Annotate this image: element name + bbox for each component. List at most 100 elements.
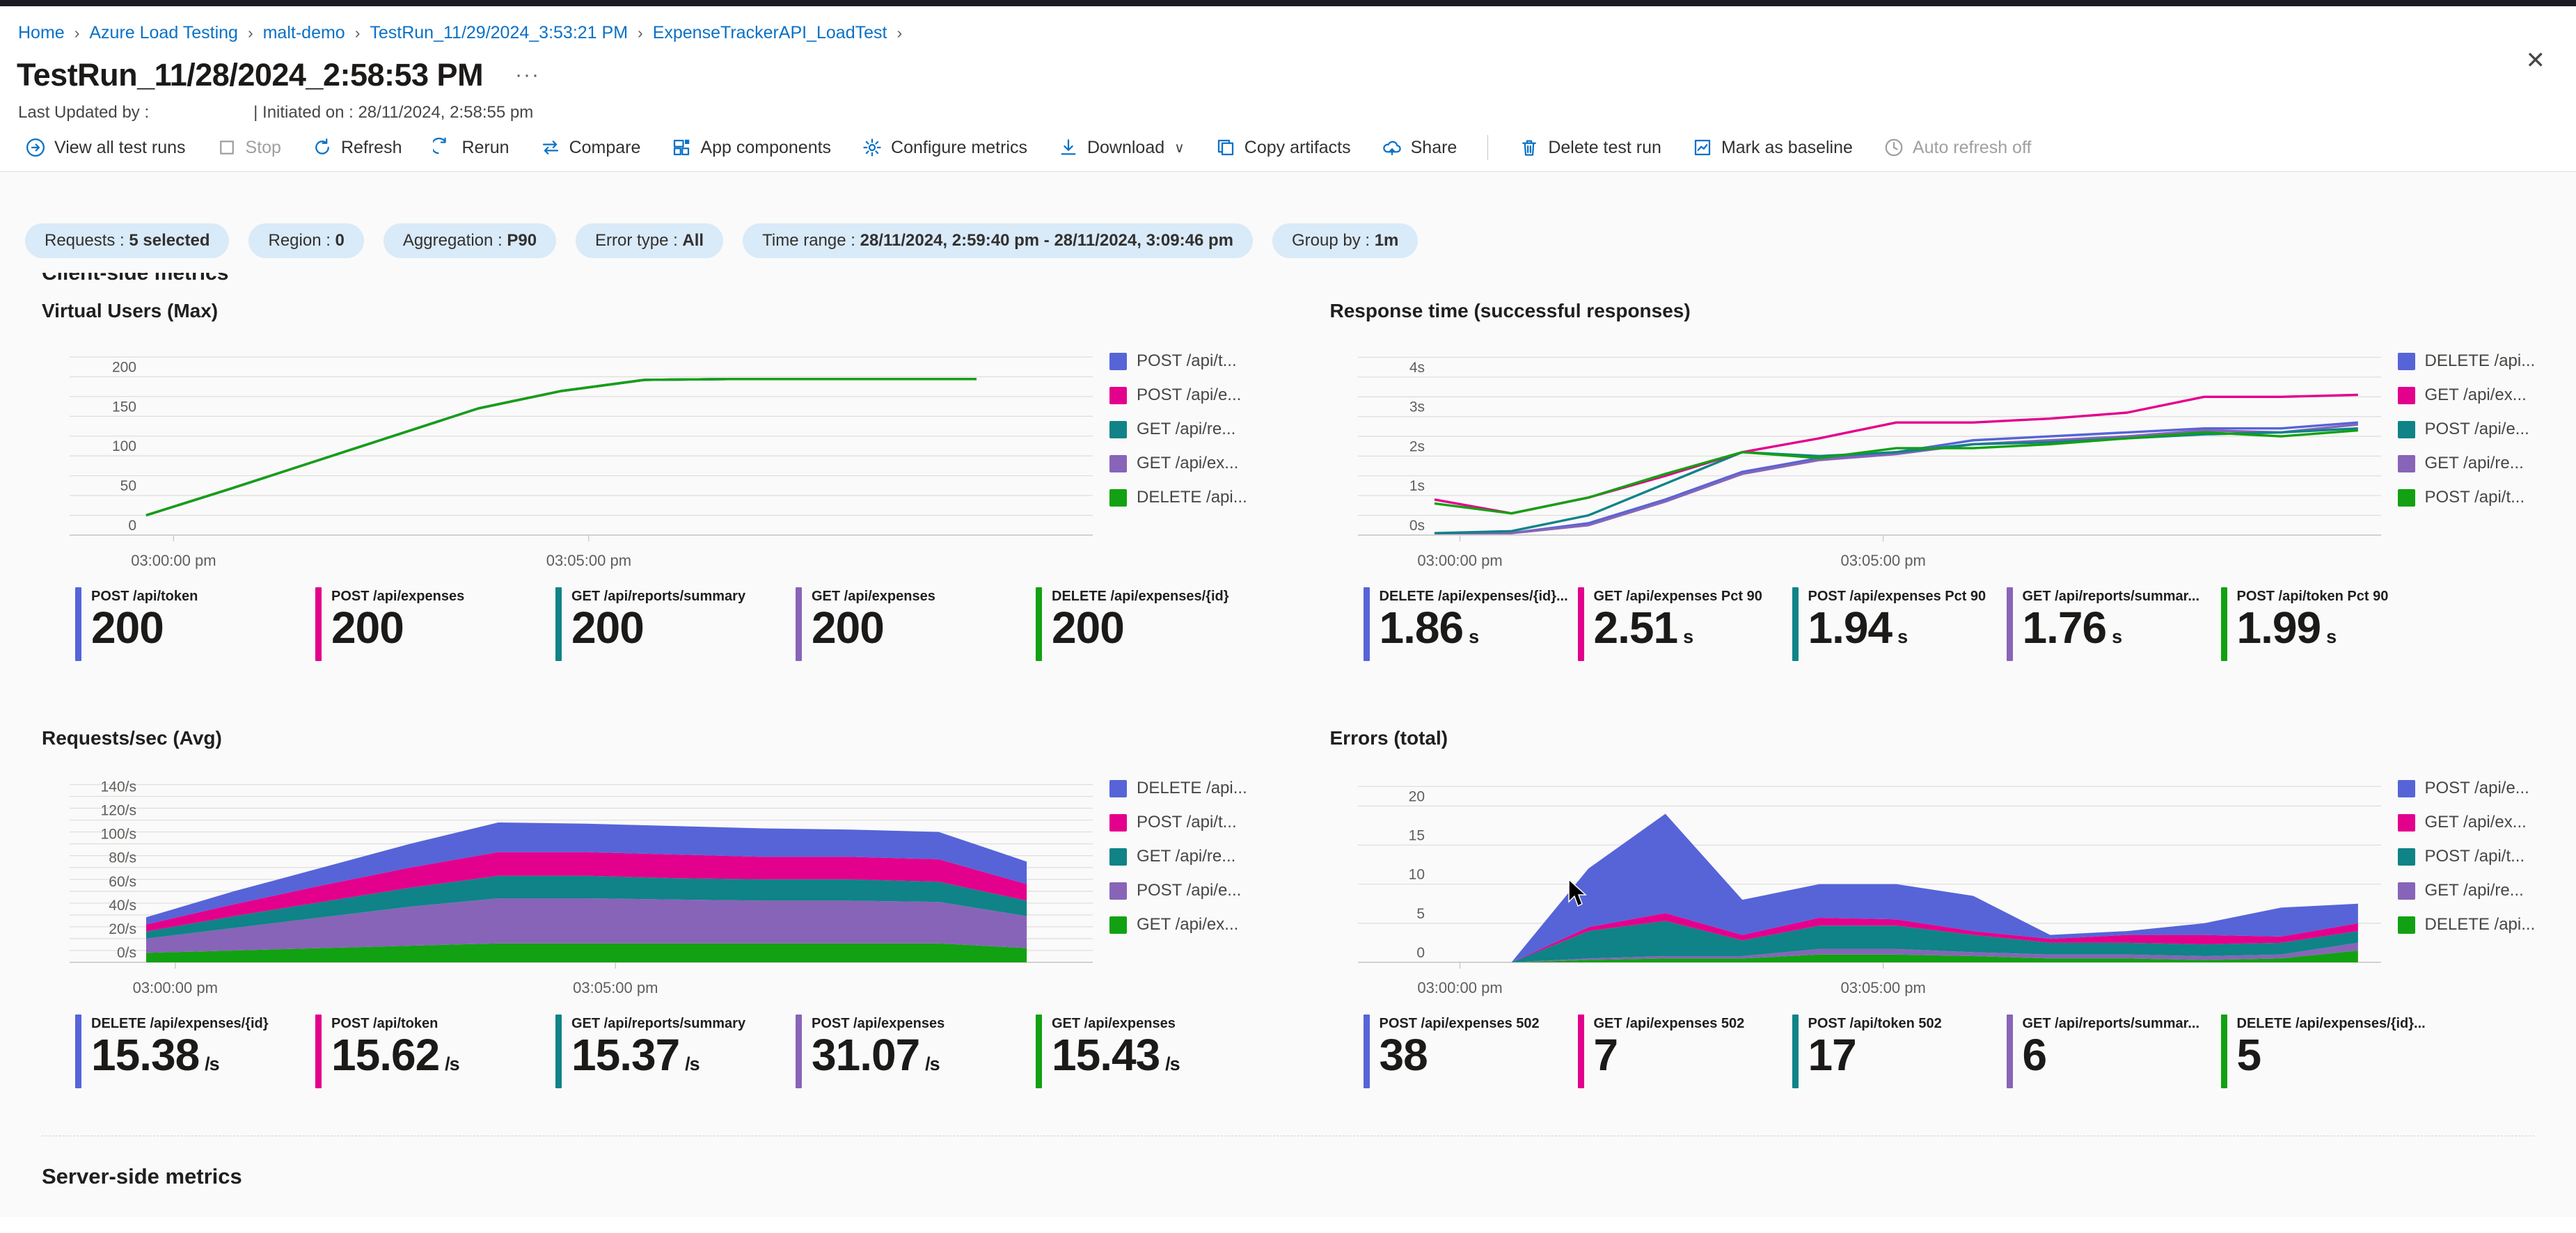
legend-item[interactable]: GET /api/ex... xyxy=(1109,915,1247,934)
stat-value: 200 xyxy=(91,603,164,653)
legend-item[interactable]: POST /api/t... xyxy=(2397,488,2536,507)
filter-pill-value: 5 selected xyxy=(129,231,210,250)
legend-label: GET /api/re... xyxy=(2424,454,2524,472)
copy-icon xyxy=(1215,137,1236,158)
legend-swatch-icon xyxy=(1109,454,1127,472)
stat-card: GET /api/reports/summary 200 xyxy=(555,587,796,661)
stat-color-bar xyxy=(315,1015,322,1088)
legend-item[interactable]: POST /api/e... xyxy=(1109,881,1247,900)
more-options-icon[interactable]: ··· xyxy=(515,63,541,86)
toolbar-button-delete-test-run[interactable]: Delete test run xyxy=(1519,137,1661,158)
stat-unit: /s xyxy=(925,1053,940,1074)
legend-item[interactable]: POST /api/t... xyxy=(1109,813,1247,832)
refresh-icon xyxy=(312,137,333,158)
stat-card: POST /api/expenses 502 38 xyxy=(1363,1015,1578,1088)
toolbar-button-label: View all test runs xyxy=(54,137,186,157)
svg-text:150: 150 xyxy=(112,399,136,415)
toolbar-button-share[interactable]: Share xyxy=(1382,137,1457,158)
legend-item[interactable]: GET /api/ex... xyxy=(2397,385,2536,405)
legend-label: GET /api/re... xyxy=(2424,881,2524,900)
filter-pill-label: Region : xyxy=(268,231,335,250)
toolbar-button-refresh[interactable]: Refresh xyxy=(312,137,402,158)
legend-item[interactable]: POST /api/t... xyxy=(1109,351,1247,371)
initiated-on-label: | Initiated on : 28/11/2024, 2:58:55 pm xyxy=(253,103,534,122)
filter-pill-error-type[interactable]: Error type : All xyxy=(576,223,724,258)
legend-item[interactable]: GET /api/ex... xyxy=(2397,813,2536,832)
breadcrumb-link[interactable]: TestRun_11/29/2024_3:53:21 PM xyxy=(370,23,629,42)
legend-item[interactable]: DELETE /api... xyxy=(2397,915,2535,934)
stat-color-bar xyxy=(2220,1015,2227,1088)
toolbar-button-auto-refresh-off: Auto refresh off xyxy=(1883,137,2031,158)
svg-text:03:00:00 pm: 03:00:00 pm xyxy=(1417,979,1502,996)
stat-label: POST /api/token 502 xyxy=(1808,1016,1942,1031)
svg-text:120/s: 120/s xyxy=(101,803,136,819)
chart-plot-requests-per-sec: 0/s 20/s 40/s 60/s 80/s 100/s 120/s 140/s 03:00:… xyxy=(70,779,1093,996)
close-icon[interactable]: ✕ xyxy=(2525,47,2546,74)
stat-card: DELETE /api/expenses/{id}... 1.86 s xyxy=(1363,587,1578,661)
legend-item[interactable]: GET /api/ex... xyxy=(1109,454,1247,473)
legend-item[interactable]: GET /api/re... xyxy=(1109,847,1247,866)
toolbar: View all test runs Stop Refresh Rerun Compar… xyxy=(0,122,2576,172)
legend-label: GET /api/ex... xyxy=(2424,385,2527,404)
stat-label: POST /api/token xyxy=(331,1016,438,1031)
svg-text:20: 20 xyxy=(1408,788,1424,804)
chart-title-requests-per-sec: Requests/sec (Avg) xyxy=(42,727,222,749)
breadcrumb-link[interactable]: malt-demo xyxy=(262,23,345,42)
filter-pill-region[interactable]: Region : 0 xyxy=(248,223,364,258)
toolbar-button-label: Delete test run xyxy=(1548,137,1661,157)
stat-card: GET /api/reports/summar... 1.76 s xyxy=(2006,587,2221,661)
legend-item[interactable]: POST /api/e... xyxy=(2397,779,2536,798)
legend-swatch-icon xyxy=(1109,779,1127,797)
stat-card: POST /api/expenses Pct 90 1.94 s xyxy=(1792,587,2007,661)
last-updated-label: Last Updated by : xyxy=(18,103,150,122)
legend-item[interactable]: DELETE /api... xyxy=(2397,351,2535,371)
legend-label: GET /api/ex... xyxy=(1137,915,1239,934)
stat-label: POST /api/expenses 502 xyxy=(1379,1016,1540,1031)
legend-item[interactable]: GET /api/re... xyxy=(1109,420,1247,439)
plot-area-response-time: 0s 1s 2s 3s 4s 03:00:00 pm 03:05:00 pm xyxy=(1330,340,2388,578)
svg-text:5: 5 xyxy=(1416,906,1425,922)
stat-value: 5 xyxy=(2236,1030,2262,1080)
legend-item[interactable]: POST /api/e... xyxy=(2397,420,2536,439)
stat-card: GET /api/expenses Pct 90 2.51 s xyxy=(1577,587,1792,661)
legend-item[interactable]: DELETE /api... xyxy=(1109,779,1247,798)
legend-swatch-icon xyxy=(1109,813,1127,832)
clock-icon xyxy=(1883,137,1904,158)
breadcrumb-link[interactable]: Azure Load Testing xyxy=(89,23,238,42)
toolbar-button-app-components[interactable]: App components xyxy=(671,137,831,158)
filter-pill-time-range[interactable]: Time range : 28/11/2024, 2:59:40 pm - 28… xyxy=(743,223,1253,258)
filter-pill-aggregation[interactable]: Aggregation : P90 xyxy=(383,223,557,258)
stat-card: POST /api/token Pct 90 1.99 s xyxy=(2220,587,2435,661)
stat-label: GET /api/expenses xyxy=(1052,1016,1176,1031)
filter-pill-requests[interactable]: Requests : 5 selected xyxy=(25,223,230,258)
breadcrumb-link[interactable]: Home xyxy=(18,23,65,42)
legend-item[interactable]: POST /api/e... xyxy=(1109,385,1247,405)
stat-label: POST /api/token xyxy=(91,589,198,604)
legend-label: GET /api/ex... xyxy=(2424,813,2527,832)
legend-item[interactable]: POST /api/t... xyxy=(2397,847,2536,866)
toolbar-button-mark-as-baseline[interactable]: Mark as baseline xyxy=(1692,137,1853,158)
legend-item[interactable]: GET /api/re... xyxy=(2397,454,2536,473)
legend-item[interactable]: GET /api/re... xyxy=(2397,881,2536,900)
toolbar-button-rerun[interactable]: Rerun xyxy=(432,137,509,158)
toolbar-button-compare[interactable]: Compare xyxy=(540,137,640,158)
toolbar-button-copy-artifacts[interactable]: Copy artifacts xyxy=(1215,137,1351,158)
legend-item[interactable]: DELETE /api... xyxy=(1109,488,1247,507)
legend-swatch-icon xyxy=(1109,882,1127,900)
filter-pill-group-by[interactable]: Group by : 1m xyxy=(1272,223,1419,258)
toolbar-button-view-all-test-runs[interactable]: View all test runs xyxy=(25,137,186,158)
stat-unit: s xyxy=(1469,626,1479,647)
stat-unit: s xyxy=(2112,626,2122,647)
stat-card: POST /api/token 200 xyxy=(75,587,315,661)
stat-label: POST /api/expenses xyxy=(331,589,465,604)
stat-value: 1.94 s xyxy=(1808,603,1909,653)
stat-color-bar xyxy=(75,587,81,661)
toolbar-button-configure-metrics[interactable]: Configure metrics xyxy=(862,137,1027,158)
stat-value: 15.37/s xyxy=(571,1030,700,1080)
stat-color-bar xyxy=(555,1015,562,1088)
stat-label: DELETE /api/expenses/{id} xyxy=(91,1016,269,1031)
toolbar-button-download[interactable]: Download ∨ xyxy=(1058,137,1185,158)
legend-swatch-icon xyxy=(2397,916,2415,934)
stat-value: 17 xyxy=(1808,1030,1857,1080)
breadcrumb-link[interactable]: ExpenseTrackerAPI_LoadTest xyxy=(652,23,887,42)
